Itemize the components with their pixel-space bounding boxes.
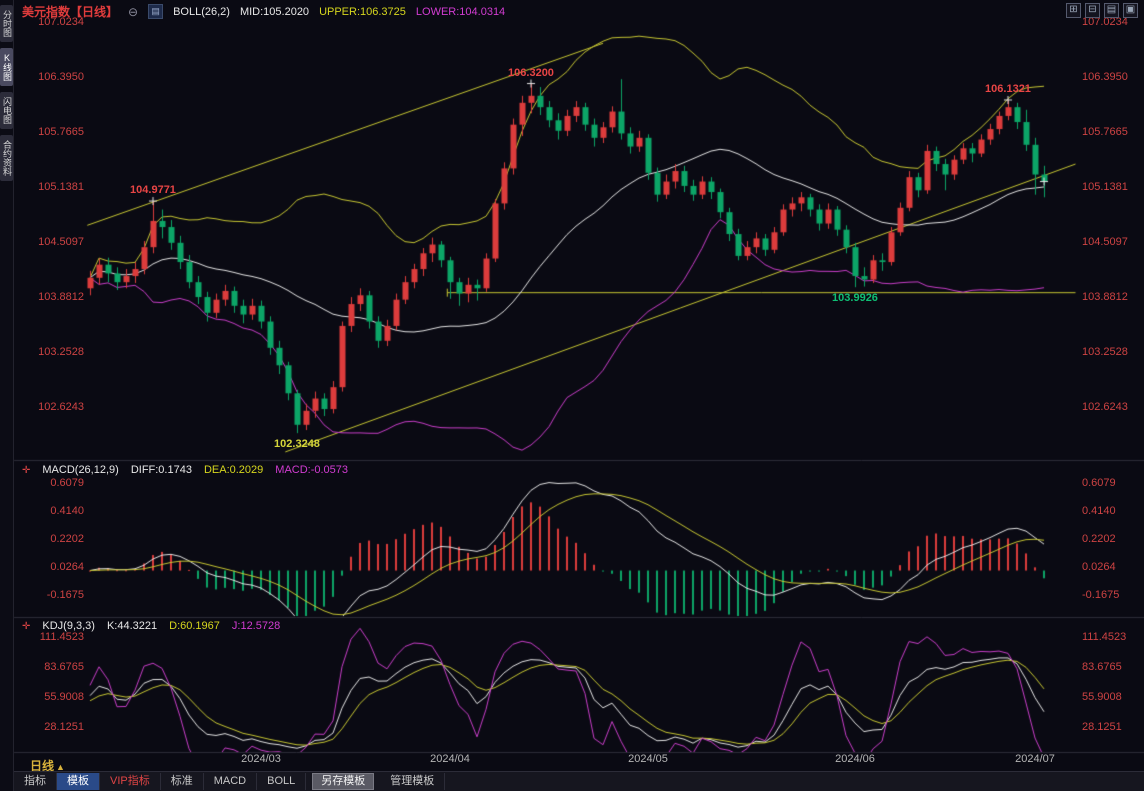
kdj-panel-header: ✛ KDJ(9,3,3) K:44.3221 D:60.1967 J:12.57… bbox=[22, 620, 280, 632]
kdj-panel-toggle-icon[interactable]: ✛ bbox=[22, 620, 31, 632]
boll-mid-value: MID:105.2020 bbox=[239, 5, 310, 18]
bottom-tab-4[interactable]: MACD bbox=[204, 773, 258, 790]
bottom-tab-0[interactable]: 指标 bbox=[14, 773, 57, 790]
kdj-label: KDJ(9,3,3) bbox=[42, 620, 95, 632]
period-label: 日线 bbox=[30, 759, 55, 773]
kdj-j-value: J:12.5728 bbox=[231, 620, 281, 632]
bottom-tab-bar: 指标 模板 VIP指标 标准 MACD BOLL 另存模板 管理模板 bbox=[14, 771, 1144, 791]
macd-macd-value: MACD:-0.0573 bbox=[275, 464, 349, 476]
boll-label: BOLL(26,2) bbox=[173, 5, 230, 18]
left-sidebar: 分时图 K线图闪电图合约资料 bbox=[0, 0, 14, 791]
indicator-badge-icon[interactable]: ▤ bbox=[148, 4, 164, 19]
sidebar-tab-3[interactable]: 合约资料 bbox=[0, 135, 13, 181]
instrument-title: 美元指数【日线】 bbox=[22, 5, 119, 19]
sidebar-tab-0[interactable]: 分时图 bbox=[0, 5, 13, 42]
bottom-tab-5[interactable]: BOLL bbox=[257, 773, 307, 790]
kdj-d-value: D:60.1967 bbox=[169, 620, 220, 632]
sidebar-tab-1[interactable]: K线图 bbox=[0, 48, 13, 86]
collapse-icon[interactable]: ⊖ bbox=[128, 4, 139, 19]
bottom-tab-2[interactable]: VIP指标 bbox=[100, 773, 161, 790]
sidebar-tab-2[interactable]: 闪电图 bbox=[0, 92, 13, 129]
period-selector[interactable]: 日线 ▲ bbox=[30, 757, 65, 774]
chart-header: 美元指数【日线】 ⊖ ▤ BOLL(26,2) MID:105.2020 UPP… bbox=[22, 3, 505, 20]
kdj-k-value: K:44.3221 bbox=[106, 620, 158, 632]
quad-grid-icon[interactable]: ⊞ bbox=[1066, 3, 1081, 18]
window-icon[interactable]: ▣ bbox=[1123, 3, 1138, 18]
macd-dea-value: DEA:0.2029 bbox=[203, 464, 264, 476]
macd-label: MACD(26,12,9) bbox=[42, 464, 119, 476]
macd-diff-value: DIFF:0.1743 bbox=[130, 464, 192, 476]
window-controls: ⊞ ⊟ ▤ ▣ bbox=[1066, 3, 1138, 18]
bottom-tab-1[interactable]: 模板 bbox=[57, 773, 100, 790]
bottom-tab-6[interactable]: 另存模板 bbox=[312, 773, 375, 790]
bottom-tab-7[interactable]: 管理模板 bbox=[380, 773, 446, 790]
macd-panel-header: ✛ MACD(26,12,9) DIFF:0.1743 DEA:0.2029 M… bbox=[22, 464, 348, 476]
bottom-tab-3[interactable]: 标准 bbox=[161, 773, 204, 790]
dual-grid-icon[interactable]: ⊟ bbox=[1085, 3, 1100, 18]
macd-panel-toggle-icon[interactable]: ✛ bbox=[22, 464, 31, 476]
boll-upper-value: UPPER:106.3725 bbox=[319, 5, 406, 18]
boll-lower-value: LOWER:104.0314 bbox=[415, 5, 506, 18]
list-panel-icon[interactable]: ▤ bbox=[1104, 3, 1119, 18]
period-arrow-icon: ▲ bbox=[56, 762, 65, 772]
